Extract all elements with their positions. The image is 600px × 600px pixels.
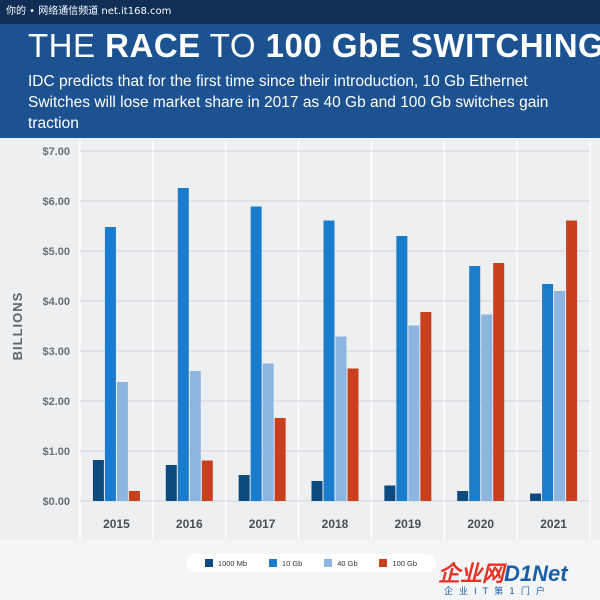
y-tick-label: $2.00 <box>42 396 70 408</box>
bar-1000mb-2021 <box>530 493 542 501</box>
y-tick-label: $5.00 <box>42 246 70 258</box>
bar-100gb-2015 <box>128 491 140 501</box>
chart-area: $0.00 $1.00 $2.00 $3.00 $4.00 $5.00 $6.00 $7.00… <box>0 138 600 540</box>
bar-40gb-2021 <box>554 291 566 501</box>
bar-1000mb-2016 <box>165 465 177 501</box>
legend-swatch <box>379 559 388 567</box>
y-axis-label: BILLIONS <box>10 292 25 361</box>
y-tick-label: $0.00 <box>42 496 70 508</box>
y-tick-label: $7.00 <box>42 146 70 158</box>
bar-40gb-2020 <box>481 314 493 501</box>
legend-label: 10 Gb <box>281 558 303 568</box>
y-tick-label: $3.00 <box>42 346 70 358</box>
title-part-race: RACE <box>105 27 201 64</box>
x-tick-label: 2015 <box>103 517 130 531</box>
x-tick-label: 2018 <box>322 517 349 531</box>
title-part-the: THE <box>28 27 106 64</box>
bar-40gb-2017 <box>262 363 274 501</box>
brand-name: 企业网D1Net <box>438 556 568 588</box>
title-part-100gbe: 100 GbE SWITCHING <box>265 27 600 64</box>
bar-1000mb-2018 <box>311 481 323 501</box>
legend-item: 10 Gb <box>268 558 303 568</box>
bar-1000mb-2020 <box>457 491 469 501</box>
bar-100gb-2020 <box>493 263 505 501</box>
bar-10gb-2019 <box>396 236 408 501</box>
chart-title: THE RACE TO 100 GbE SWITCHING <box>28 26 600 66</box>
bar-1000mb-2015 <box>92 460 104 501</box>
brand-tagline: 企业IT第1门户 <box>444 587 551 597</box>
bar-10gb-2021 <box>542 284 554 501</box>
bar-40gb-2015 <box>116 382 128 501</box>
bar-40gb-2018 <box>335 336 347 501</box>
x-tick-label: 2021 <box>540 517 567 531</box>
brand-logo: 企业网D1Net 企业IT第1门户 <box>438 554 600 600</box>
bar-10gb-2017 <box>250 206 262 501</box>
legend-label: 1000 Mb <box>217 558 248 568</box>
bar-40gb-2019 <box>408 325 420 501</box>
title-part-to: TO <box>200 27 266 64</box>
y-tick-label: $4.00 <box>42 296 70 308</box>
header-banner: 你的 • 网络通信频道 net.it168.com THE RACE TO 10… <box>0 0 600 138</box>
bar-40gb-2016 <box>189 371 201 501</box>
x-tick-label: 2016 <box>176 517 203 531</box>
x-tick-label: 2017 <box>249 517 276 531</box>
brand-name-blue: D1Net <box>504 561 568 586</box>
y-tick-label: $1.00 <box>42 446 70 458</box>
bar-10gb-2020 <box>469 266 481 501</box>
brand-name-red: 企业网 <box>438 561 505 586</box>
chart-subtitle: IDC predicts that for the first time sin… <box>28 73 549 132</box>
y-tick-label: $6.00 <box>42 196 70 208</box>
legend-swatch <box>268 559 277 567</box>
bar-1000mb-2019 <box>384 485 396 501</box>
legend-item: 1000 Mb <box>204 558 248 568</box>
bar-10gb-2016 <box>177 188 189 501</box>
legend-swatch <box>324 559 333 567</box>
bar-chart: $0.00 $1.00 $2.00 $3.00 $4.00 $5.00 $6.00 $7.00… <box>10 141 591 540</box>
bar-10gb-2015 <box>104 227 116 501</box>
legend: 1000 Mb 10 Gb 40 Gb 100 Gb <box>186 554 436 572</box>
legend-item: 40 Gb <box>324 558 358 568</box>
bar-100gb-2016 <box>201 460 213 501</box>
bar-100gb-2018 <box>347 368 359 501</box>
x-tick-label: 2020 <box>467 517 494 531</box>
bar-100gb-2021 <box>566 220 578 501</box>
legend-area: 1000 Mb 10 Gb 40 Gb 100 Gb <box>0 540 600 600</box>
legend-swatch <box>204 559 213 567</box>
bar-1000mb-2017 <box>238 475 250 501</box>
watermark-text: 你的 • 网络通信频道 net.it168.com <box>0 0 600 24</box>
bar-10gb-2018 <box>323 220 335 501</box>
legend-label: 100 Gb <box>392 558 418 568</box>
x-tick-label: 2019 <box>395 517 422 531</box>
legend-label: 40 Gb <box>337 558 358 568</box>
legend-item: 100 Gb <box>379 559 417 568</box>
bar-100gb-2017 <box>274 418 286 501</box>
bar-100gb-2019 <box>420 312 432 501</box>
